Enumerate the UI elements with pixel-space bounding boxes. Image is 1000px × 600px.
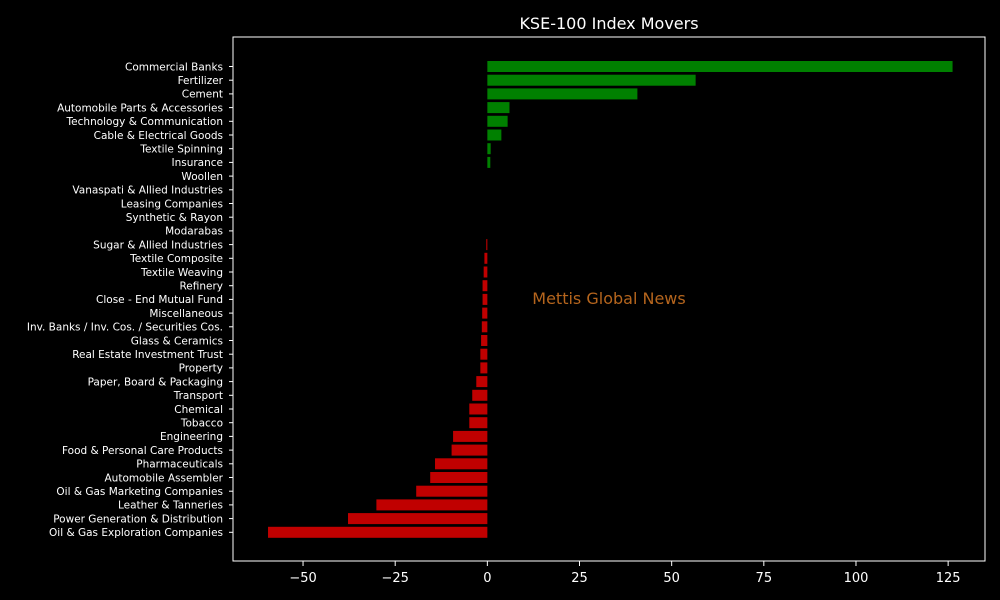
bar-30 [430,472,488,483]
category-label-2: Cement [182,89,223,101]
x-tick-label-4: 50 [663,571,680,586]
x-axis-ticks: −50 −25 0 25 50 75 100 125 [289,561,961,586]
bar-19 [481,321,488,333]
x-tick-label-1: −25 [381,571,408,586]
category-label-8: Woollen [181,171,223,183]
x-tick-label-2: 0 [483,571,491,586]
bar-20 [481,335,488,346]
category-label-20: Glass & Ceramics [131,335,223,347]
x-tick-label-0: −50 [289,571,316,586]
bar-17 [482,293,488,305]
category-label-25: Chemical [174,404,223,416]
category-label-12: Modarabas [165,226,223,238]
category-label-19: Inv. Banks / Inv. Cos. / Securities Cos. [27,322,223,334]
bar-24 [472,389,488,401]
category-label-18: Miscellaneous [149,308,223,320]
category-label-34: Oil & Gas Exploration Companies [49,527,223,539]
bar-31 [416,485,488,497]
category-label-21: Real Estate Investment Trust [72,349,223,361]
bar-15 [483,266,488,278]
bar-26 [469,417,488,429]
bar-22 [480,362,488,374]
category-label-33: Power Generation & Distribution [53,513,223,525]
category-label-14: Textile Composite [129,253,223,265]
bar-3 [487,102,510,114]
category-label-22: Property [179,363,223,375]
bar-4 [487,115,508,127]
category-label-3: Automobile Parts & Accessories [57,102,223,114]
bar-18 [482,307,488,319]
bar-32 [376,499,488,511]
category-label-29: Pharmaceuticals [136,459,223,471]
category-label-30: Automobile Assembler [105,472,224,484]
category-label-11: Synthetic & Rayon [126,212,223,224]
bar-25 [469,403,488,415]
category-label-0: Commercial Banks [125,61,223,73]
bar-23 [476,376,488,388]
x-tick-label-3: 25 [571,571,588,586]
category-label-31: Oil & Gas Marketing Companies [56,486,223,498]
category-label-13: Sugar & Allied Industries [93,239,223,251]
bar-27 [453,430,488,442]
category-label-32: Leather & Tanneries [118,500,223,512]
bar-5 [487,129,502,141]
category-label-24: Transport [173,390,223,402]
category-label-10: Leasing Companies [121,198,223,210]
category-label-17: Close - End Mutual Fund [96,294,223,306]
bar-21 [480,348,488,360]
chart-title: KSE-100 Index Movers [519,14,698,33]
bar-7 [487,156,491,168]
bar-29 [435,458,488,470]
x-tick-label-7: 125 [936,571,961,586]
x-tick-label-6: 100 [844,571,869,586]
bar-2 [487,88,638,100]
bar-28 [451,444,488,456]
category-labels: Commercial BanksFertilizerCementAutomobi… [27,61,233,539]
bar-13 [486,239,488,251]
bar-1 [487,74,696,86]
bar-6 [487,143,491,155]
category-label-7: Insurance [171,157,223,169]
category-label-4: Technology & Communication [66,116,223,128]
bars-group [268,61,953,538]
category-label-1: Fertilizer [178,75,224,87]
category-label-28: Food & Personal Care Products [62,445,223,457]
bar-16 [482,280,488,292]
category-label-9: Vanaspati & Allied Industries [72,185,223,197]
category-label-23: Paper, Board & Packaging [88,376,223,388]
bar-0 [487,61,953,72]
x-tick-label-5: 75 [756,571,773,586]
bar-33 [348,513,488,525]
category-label-5: Cable & Electrical Goods [94,130,223,142]
category-label-27: Engineering [160,431,223,443]
category-label-26: Tobacco [180,418,223,430]
bar-14 [484,252,488,264]
watermark-annotation: Mettis Global News [532,289,685,308]
category-label-6: Textile Spinning [139,144,223,156]
category-label-15: Textile Weaving [140,267,223,279]
bar-34 [268,526,488,538]
category-label-16: Refinery [179,281,223,293]
